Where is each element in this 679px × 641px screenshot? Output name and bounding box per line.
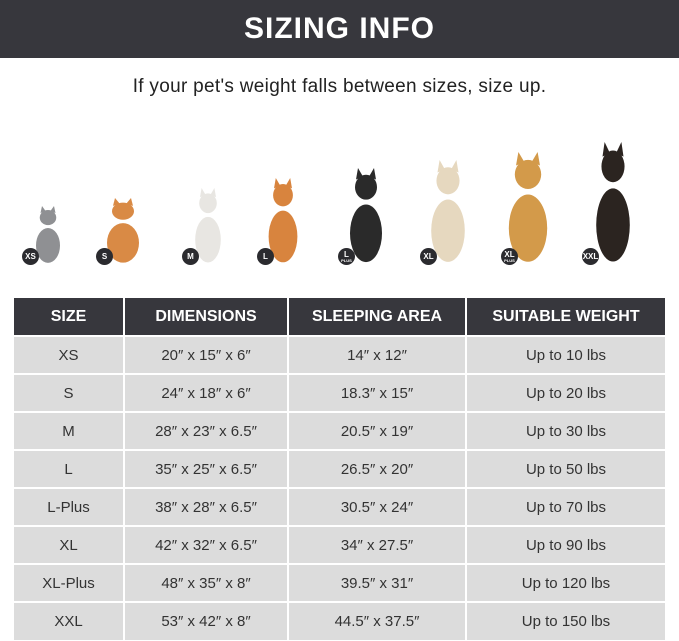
table-cell: XXL [14, 601, 125, 640]
size-badge-label: L [344, 249, 349, 259]
table-cell: Up to 50 lbs [466, 449, 665, 488]
pet-image-border-collie [346, 168, 386, 264]
pet-image-golden-retriever [504, 152, 552, 264]
table-cell: 48″ x 35″ x 8″ [124, 563, 289, 602]
size-badge: L [257, 248, 274, 265]
column-header: SLEEPING AREA [288, 298, 467, 336]
table-row: M 28″ x 23″ x 6.5″ 20.5″ x 19″ Up to 30 lbs [14, 411, 665, 450]
size-badge-label: S [101, 251, 108, 261]
size-badge-plus: PLUS [341, 257, 352, 263]
column-header: SUITABLE WEIGHT [466, 298, 665, 336]
table-cell: M [14, 411, 125, 450]
column-header: SIZE [14, 298, 125, 336]
pet-image-doberman [592, 142, 634, 264]
size-badge: L PLUS [338, 248, 355, 265]
table-cell: 18.3″ x 15″ [288, 373, 467, 412]
table-cell: 35″ x 25″ x 6.5″ [124, 449, 289, 488]
table-row: XL-Plus 48″ x 35″ x 8″ 39.5″ x 31″ Up to 12… [14, 563, 665, 602]
table-cell: 53″ x 42″ x 8″ [124, 601, 289, 640]
table-cell: Up to 70 lbs [466, 487, 665, 526]
table-cell: L [14, 449, 125, 488]
table-row: XXL 53″ x 42″ x 8″ 44.5″ x 37.5″ Up to 150 … [14, 601, 665, 640]
table-cell: Up to 120 lbs [466, 563, 665, 602]
table-cell: XS [14, 335, 125, 374]
table-row: L 35″ x 25″ x 6.5″ 26.5″ x 20″ Up to 50 lbs [14, 449, 665, 488]
pet-image-french-bulldog [192, 188, 224, 264]
page-title: SIZING INFO [244, 12, 435, 45]
table-cell: 14″ x 12″ [288, 335, 467, 374]
table-row: L-Plus 38″ x 28″ x 6.5″ 30.5″ x 24″ Up to 7… [14, 487, 665, 526]
table-cell: 20.5″ x 19″ [288, 411, 467, 450]
size-badge: XS [22, 248, 39, 265]
size-badge-label: XL [504, 249, 515, 259]
size-badge: XL [420, 248, 437, 265]
size-badge-label: L [263, 251, 268, 261]
table-cell: 42″ x 32″ x 6.5″ [124, 525, 289, 564]
pet-image-cat [33, 206, 63, 264]
table-cell: XL-Plus [14, 563, 125, 602]
table-cell: 34″ x 27.5″ [288, 525, 467, 564]
pet-image-pomeranian [103, 198, 143, 264]
table-cell: 44.5″ x 37.5″ [288, 601, 467, 640]
size-badge: XL PLUS [501, 248, 518, 265]
size-badge-label: XXL [582, 251, 599, 261]
size-badge: XXL [582, 248, 599, 265]
table-cell: 39.5″ x 31″ [288, 563, 467, 602]
table-cell: Up to 150 lbs [466, 601, 665, 640]
size-badge: M [182, 248, 199, 265]
table-cell: 28″ x 23″ x 6.5″ [124, 411, 289, 450]
size-badge-label: XL [423, 251, 434, 261]
pet-size-lineup: XS S M L L PLUS XL XL PLUS XXL [0, 138, 679, 268]
table-cell: Up to 30 lbs [466, 411, 665, 450]
table-cell: 26.5″ x 20″ [288, 449, 467, 488]
table-cell: Up to 90 lbs [466, 525, 665, 564]
table-cell: 30.5″ x 24″ [288, 487, 467, 526]
table-cell: Up to 10 lbs [466, 335, 665, 374]
pet-image-labrador [427, 160, 469, 264]
column-header: DIMENSIONS [124, 298, 289, 336]
table-cell: 38″ x 28″ x 6.5″ [124, 487, 289, 526]
table-row: XL 42″ x 32″ x 6.5″ 34″ x 27.5″ Up to 90 lb… [14, 525, 665, 564]
size-badge: S [96, 248, 113, 265]
table-cell: S [14, 373, 125, 412]
table-cell: Up to 20 lbs [466, 373, 665, 412]
table-row: S 24″ x 18″ x 6″ 18.3″ x 15″ Up to 20 lbs [14, 373, 665, 412]
size-badge-label: M [187, 251, 194, 261]
table-row: XS 20″ x 15″ x 6″ 14″ x 12″ Up to 10 lbs [14, 335, 665, 374]
table-cell: 24″ x 18″ x 6″ [124, 373, 289, 412]
pet-image-shiba-inu [265, 178, 301, 264]
table-header-row: SIZE DIMENSIONS SLEEPING AREA SUITABLE WEIG… [14, 298, 665, 336]
subtitle: If your pet's weight falls between sizes… [132, 76, 547, 97]
table-cell: L-Plus [14, 487, 125, 526]
table-cell: 20″ x 15″ x 6″ [124, 335, 289, 374]
sizing-table: SIZE DIMENSIONS SLEEPING AREA SUITABLE WEIG… [14, 298, 665, 640]
size-badge-plus: PLUS [504, 257, 515, 263]
title-banner: SIZING INFO [0, 0, 679, 58]
size-badge-label: XS [25, 251, 36, 261]
table-cell: XL [14, 525, 125, 564]
